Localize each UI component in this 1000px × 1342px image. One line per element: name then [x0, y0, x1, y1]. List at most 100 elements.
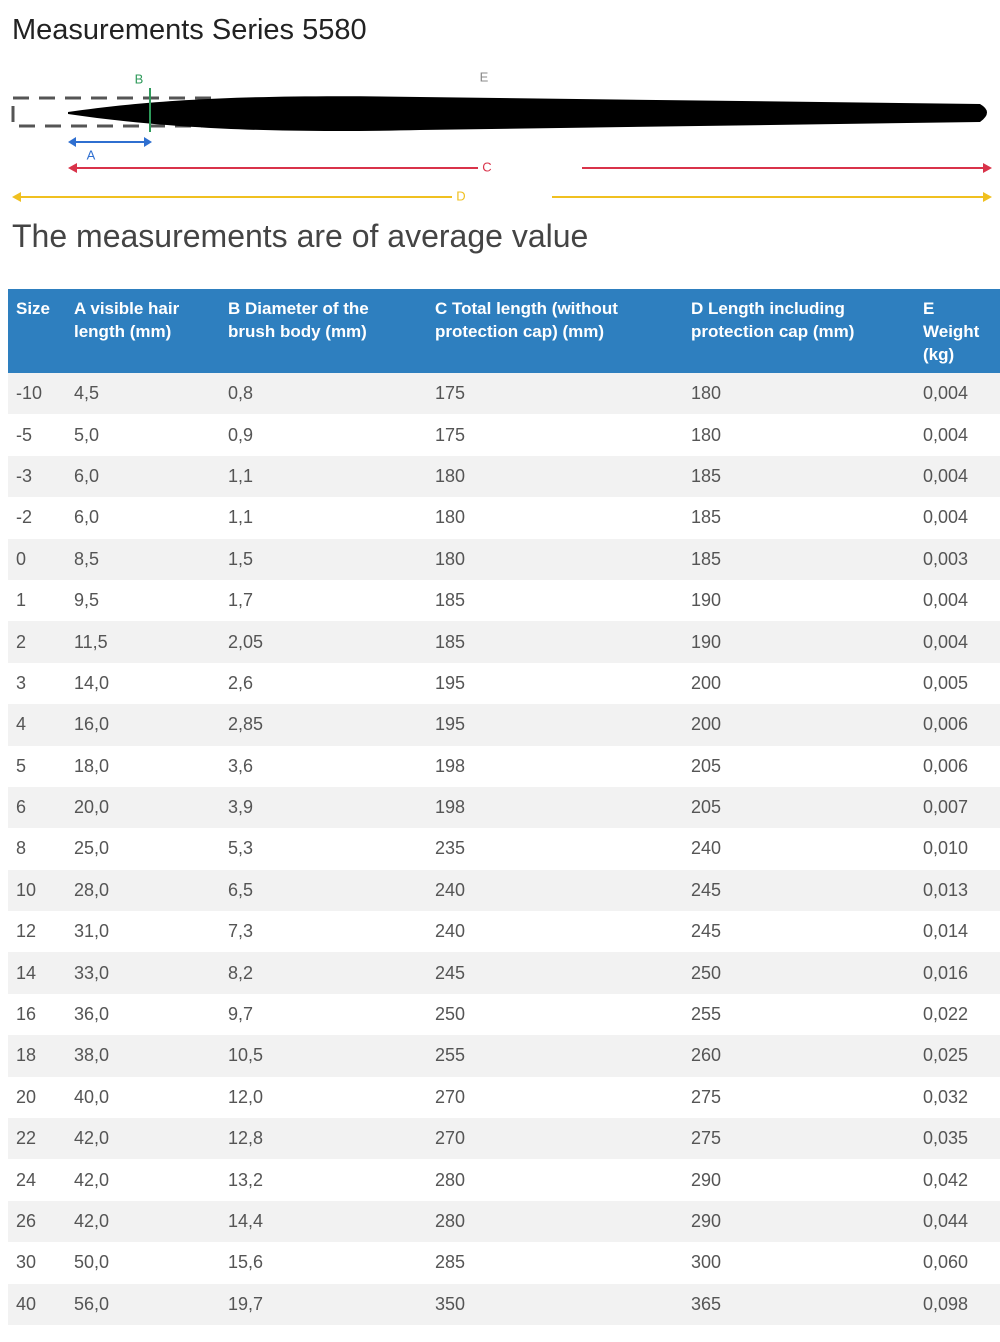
table-cell: 245	[683, 869, 915, 912]
table-cell: 270	[427, 1118, 683, 1160]
table-cell: 50,0	[74, 1252, 110, 1273]
table-cell: 190	[691, 590, 722, 611]
table-cell: 56,0	[66, 1283, 220, 1325]
table-row: 20 40,0 12,0 270 275 0,032	[8, 1077, 1000, 1118]
table-cell: 42,0	[66, 1200, 220, 1243]
table-cell: 180	[435, 507, 466, 528]
header-row: Size A visible hair length (mm) B Diameter…	[8, 289, 1000, 373]
table-cell: 0,007	[915, 786, 1000, 829]
table-cell: 0,025	[915, 1035, 1000, 1077]
table-cell: 2,6	[228, 672, 254, 693]
table-body: -10 4,5 0,8 175 180 0,004 -5 5,0 0,9 175 180 0,004-…	[8, 373, 1000, 1325]
table-cell: 20,0	[66, 786, 220, 829]
table-cell: 365	[683, 1283, 915, 1325]
table-cell: 235	[435, 838, 466, 859]
table-cell: -2	[16, 507, 33, 528]
table-cell: 1,5	[220, 538, 427, 580]
table-cell: 0,013	[915, 869, 1000, 912]
table-cell: 180	[427, 455, 683, 498]
table-row: 4 16,0 2,85 195 200 0,006	[8, 704, 1000, 746]
table-cell: 4,5	[66, 373, 220, 415]
table-cell: 190	[683, 621, 915, 663]
table-cell: 30	[16, 1252, 37, 1273]
table-cell: 25,0	[74, 838, 110, 859]
table-cell: 0,005	[923, 672, 969, 693]
table-cell: 185	[683, 538, 915, 580]
column-header: A visible hair length (mm)	[66, 289, 220, 373]
table-cell: 8,5	[66, 538, 220, 580]
table-cell: 205	[691, 755, 722, 776]
table-cell: 1	[16, 590, 27, 611]
label-b: B	[135, 71, 144, 86]
table-cell: 0,004	[915, 621, 1000, 663]
table-cell: 12	[16, 921, 37, 942]
table-cell: 6,0	[74, 507, 100, 528]
table-cell: 11,5	[66, 621, 220, 663]
table-cell: 33,0	[66, 952, 220, 994]
table-cell: 15,6	[228, 1252, 264, 1273]
table-cell: 31,0	[74, 921, 110, 942]
table-cell: 195	[435, 672, 466, 693]
table-cell: 16	[16, 1004, 37, 1025]
brush-diagram: B E A C D	[11, 69, 992, 203]
table-cell: 240	[435, 921, 466, 942]
table-cell: 10	[8, 869, 66, 912]
table-cell: 0,060	[923, 1252, 969, 1273]
table-cell: 2	[8, 621, 66, 663]
table-cell: 0,010	[923, 838, 969, 859]
column-header: E Weight (kg)	[915, 289, 1000, 373]
table-cell: 19,7	[220, 1283, 427, 1325]
brush	[68, 96, 987, 132]
column-header: D Length including protection cap (mm)	[683, 289, 915, 373]
table-cell: 0,014	[923, 921, 969, 942]
table-cell: 0,004	[923, 507, 969, 528]
table-row: 12 31,0 7,3 240 245 0,014	[8, 911, 1000, 952]
table-cell: 280	[427, 1200, 683, 1243]
table-cell: 245	[427, 952, 683, 994]
label-e: E	[480, 69, 489, 84]
table-cell: 240	[691, 838, 722, 859]
table-cell: 0,006	[915, 704, 1000, 746]
table-cell: 260	[683, 1035, 915, 1077]
table-cell: 245	[691, 921, 722, 942]
table-cell: 198	[427, 786, 683, 829]
table-cell: 0,042	[923, 1169, 969, 1190]
table-row: 18 38,0 10,5 255 260 0,025	[8, 1035, 1000, 1077]
column-header: C Total length (without protection cap) …	[427, 289, 683, 373]
table-cell: 0,032	[923, 1086, 969, 1107]
table-cell: 8,2	[220, 952, 427, 994]
table-cell: 0,022	[923, 1004, 969, 1025]
table-cell: 290	[683, 1200, 915, 1243]
table-cell: 0,016	[915, 952, 1000, 994]
table-cell: 198	[435, 755, 466, 776]
table-cell: 22	[8, 1118, 66, 1160]
table-cell: 180	[691, 424, 722, 445]
table-cell: 6,5	[220, 869, 427, 912]
table-cell: 0,006	[923, 755, 969, 776]
table-cell: 175	[427, 373, 683, 415]
table-cell: 16,0	[66, 704, 220, 746]
table-cell: 1,1	[220, 455, 427, 498]
table-cell: 275	[691, 1086, 722, 1107]
table-cell: 185	[427, 621, 683, 663]
table-cell: 0,003	[915, 538, 1000, 580]
table-cell: 205	[683, 786, 915, 829]
table-cell: 250	[435, 1004, 466, 1025]
table-cell: 40	[8, 1283, 66, 1325]
table-cell: 42,0	[74, 1169, 110, 1190]
table-cell: 0,9	[228, 424, 254, 445]
table-cell: 240	[427, 869, 683, 912]
label-a: A	[87, 147, 96, 162]
table-row: -2 6,0 1,1 180 185 0,004	[8, 497, 1000, 538]
label-c: C	[482, 159, 491, 174]
table-cell: 9,7	[228, 1004, 254, 1025]
table-row: -3 6,0 1,1 180 185 0,004	[8, 455, 1000, 498]
table-cell: 275	[683, 1118, 915, 1160]
label-d: D	[456, 188, 465, 203]
table-cell: 175	[435, 424, 466, 445]
table-row: 40 56,0 19,7 350 365 0,098	[8, 1283, 1000, 1325]
table-cell: 0,004	[915, 455, 1000, 498]
table-cell: 255	[427, 1035, 683, 1077]
table-cell: 38,0	[66, 1035, 220, 1077]
